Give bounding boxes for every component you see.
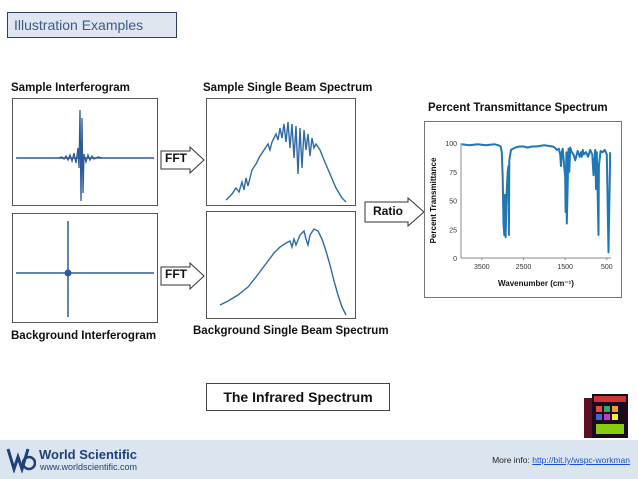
- y-axis-label: Percent Transmittance: [429, 157, 438, 243]
- fft-arrow-bottom: [160, 262, 205, 290]
- sample-interferogram-panel: [12, 98, 158, 206]
- y-tick-label: 75: [449, 170, 457, 177]
- x-tick-label: 3500: [474, 264, 490, 271]
- label-background-single-beam: Background Single Beam Spectrum: [193, 325, 389, 337]
- more-info-link[interactable]: http://bit.ly/wspc-workman: [532, 455, 630, 465]
- y-tick-label: 25: [449, 227, 457, 234]
- series-line: [461, 143, 612, 254]
- x-axis-label: Wavenumber (cm⁻¹): [498, 279, 574, 288]
- background-interferogram-panel: [12, 213, 158, 323]
- more-info-prefix: More info:: [492, 455, 533, 465]
- y-tick-label: 0: [453, 256, 457, 263]
- label-sample-interferogram: Sample Interferogram: [11, 82, 130, 94]
- ratio-label: Ratio: [373, 204, 403, 218]
- slide-title-box: Illustration Examples: [7, 12, 177, 38]
- infrared-spectrum-text: The Infrared Spectrum: [223, 389, 373, 405]
- y-tick-label: 100: [445, 141, 457, 148]
- book-cover-image: [584, 394, 628, 438]
- slide-title: Illustration Examples: [14, 17, 144, 33]
- percent-transmittance-chart-panel: [424, 121, 622, 298]
- fft-bottom-label: FFT: [165, 267, 187, 281]
- world-scientific-logo-icon: [6, 448, 36, 473]
- x-tick-label: 500: [601, 264, 613, 271]
- fft-arrow-top: [160, 146, 205, 174]
- ratio-arrow: [364, 197, 425, 227]
- infrared-spectrum-callout: The Infrared Spectrum: [206, 383, 390, 411]
- footer-brand: World Scientific: [39, 447, 137, 462]
- x-tick-label: 1500: [557, 264, 573, 271]
- more-info: More info: http://bit.ly/wspc-workman: [492, 455, 630, 465]
- y-tick-label: 50: [449, 199, 457, 206]
- percent-transmittance-chart: 0 25 50 75 100 3500 2500 1500 500 Wavenumber (cm⁻…: [429, 141, 613, 288]
- background-single-beam-panel: [206, 211, 356, 319]
- footer-url: www.worldscientific.com: [40, 462, 138, 472]
- footer-bar: [0, 440, 638, 479]
- label-sample-single-beam: Sample Single Beam Spectrum: [203, 82, 373, 94]
- sample-single-beam-panel: [206, 98, 356, 206]
- x-tick-label: 2500: [516, 264, 532, 271]
- label-background-interferogram: Background Interferogram: [11, 330, 157, 342]
- label-percent-transmittance: Percent Transmittance Spectrum: [428, 102, 608, 114]
- fft-top-label: FFT: [165, 151, 187, 165]
